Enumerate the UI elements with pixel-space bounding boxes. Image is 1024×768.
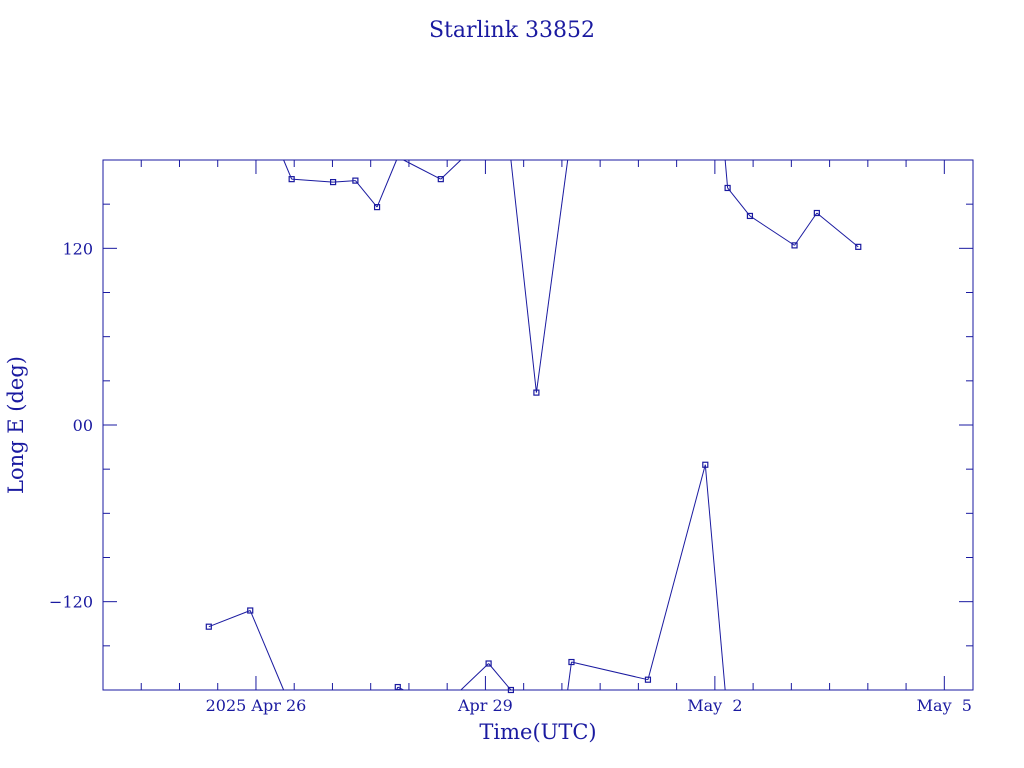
series-segment [727, 187, 751, 217]
data-point [702, 461, 709, 468]
series-segment [283, 159, 293, 180]
series-segment [403, 159, 442, 180]
series-segment [355, 180, 378, 208]
data-point [394, 683, 401, 691]
data-point [329, 178, 337, 186]
series-segment [647, 464, 706, 680]
x-tick-label: Apr 29 [457, 696, 513, 715]
series-segment [440, 159, 462, 180]
x-tick-label: May 2 [687, 696, 742, 715]
data-point [533, 389, 540, 396]
data-point [724, 184, 731, 192]
series-segment [333, 180, 356, 183]
data-point [373, 204, 381, 211]
chart-title: Starlink 33852 [429, 18, 595, 43]
x-tick-label: 2025 Apr 26 [206, 696, 307, 715]
data-point [746, 212, 754, 220]
series-segment [376, 159, 398, 208]
data-series [205, 159, 862, 694]
series-segment [571, 661, 649, 681]
y-axis-label: Long E (deg) [4, 356, 28, 494]
x-axis-ticks: 2025 Apr 26 Apr 29 May 2 May 5 [140, 160, 972, 715]
series-segment [249, 610, 285, 691]
data-point [507, 686, 515, 694]
series-segment [567, 661, 572, 691]
series-segment [460, 663, 489, 691]
data-point [205, 623, 212, 630]
series-segment [535, 159, 569, 393]
plot-frame [102, 159, 974, 691]
data-point [855, 243, 862, 250]
data-point [247, 607, 254, 614]
data-point [437, 176, 444, 183]
data-point [791, 242, 798, 249]
x-axis-label: Time(UTC) [479, 720, 596, 744]
y-tick-label: 120 [62, 239, 93, 258]
data-point [644, 676, 652, 683]
x-tick-label: May 5 [917, 696, 972, 715]
y-axis-ticks: −120 00 120 [49, 203, 973, 647]
data-point [352, 177, 359, 184]
data-point [813, 209, 820, 217]
data-point [485, 660, 492, 667]
y-tick-label: −120 [49, 593, 93, 612]
series-segment [794, 212, 818, 246]
series-segment [749, 215, 795, 246]
series-segment [291, 178, 334, 183]
series-segment [816, 212, 859, 248]
series-segment [724, 159, 729, 189]
y-tick-label: 00 [73, 416, 93, 435]
series-segment [208, 610, 251, 628]
series-segment [510, 159, 537, 393]
data-point [568, 658, 575, 666]
series-segment [704, 464, 726, 691]
series-segment [488, 663, 512, 691]
data-point [288, 176, 295, 183]
